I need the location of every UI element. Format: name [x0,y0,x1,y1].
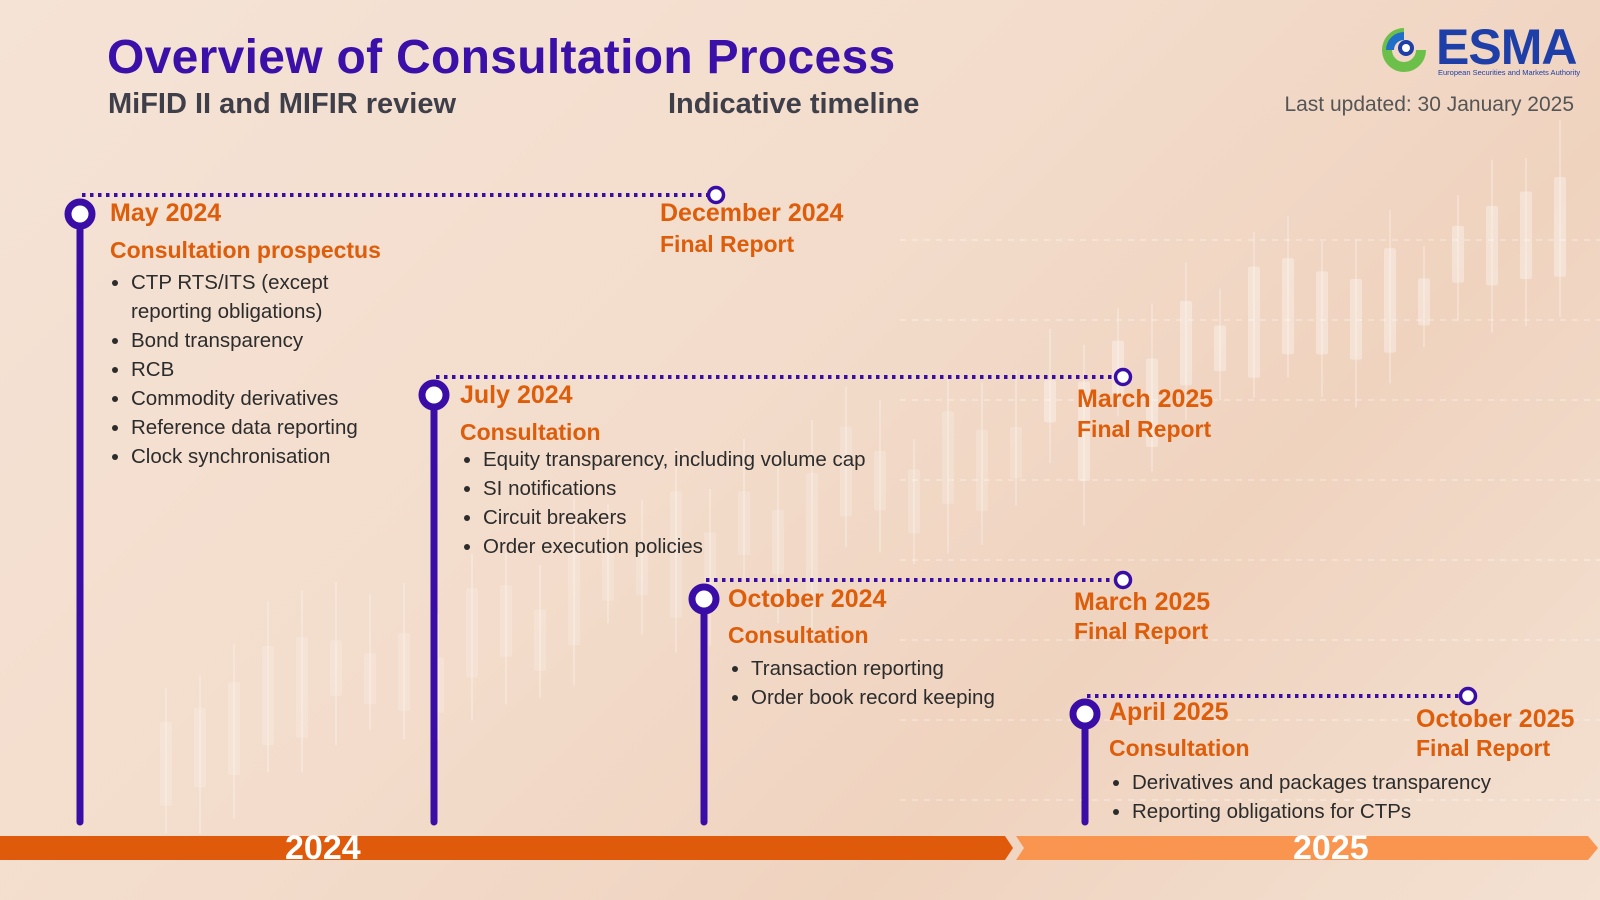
background-candle [364,653,376,705]
background-candle [1418,278,1430,326]
background-candle [466,588,478,678]
background-candle [262,646,274,746]
background-candle [1282,258,1294,355]
logo-wordmark: ESMA [1436,19,1577,75]
consultation-type: Consultation [460,419,601,445]
final-report-label: Final Report [1077,416,1212,442]
logo-tagline: European Securities and Markets Authorit… [1438,68,1581,77]
timeline-subtitle: Indicative timeline [668,88,920,120]
background-candle [908,469,920,534]
background-candle [806,472,818,597]
list-item: Commodity derivatives [110,384,400,413]
end-node-october-2025 [1458,686,1478,706]
consultation-date: October 2024 [728,585,887,613]
background-candle [1554,177,1566,277]
year-label-2025: 2025 [1293,829,1369,867]
consultation-date: April 2025 [1109,698,1229,726]
last-updated: Last updated: 30 January 2025 [1284,93,1574,116]
list-item: SI notifications [462,474,962,503]
list-item: Equity transparency, including volume ca… [462,445,962,474]
background-candle [670,491,682,618]
final-report-date: March 2025 [1077,385,1214,413]
start-node-july-2024 [418,379,450,411]
background-candle [1316,271,1328,355]
start-node-october-2024 [688,583,720,615]
esma-logo-icon [1382,28,1426,72]
background-candle [874,450,886,511]
background-candle [1146,358,1158,448]
start-node-april-2025 [1069,698,1101,730]
final-report-date: March 2025 [1074,588,1211,616]
background-candle [1486,205,1498,286]
background-candle [500,585,512,657]
background-candle [1010,426,1022,479]
consultation-items: CTP RTS/ITS (except reporting obligation… [110,268,400,471]
background-candle [1180,300,1192,386]
list-item: Circuit breakers [462,503,962,532]
list-item: Order execution policies [462,532,962,561]
list-item: Bond transparency [110,326,400,355]
background-candle [1350,279,1362,360]
background-candle [534,609,546,671]
background-candle [772,509,784,575]
background-candle [194,707,206,788]
list-item: Reference data reporting [110,413,400,442]
list-item: Clock synchronisation [110,442,400,471]
background-candle [228,682,240,776]
background-candle [1384,248,1396,353]
consultation-date: July 2024 [460,381,573,409]
list-item: Transaction reporting [730,654,1060,683]
list-item: Reporting obligations for CTPs [1111,797,1571,826]
end-node-december-2024 [706,185,726,205]
end-node-march-2025-b [1113,570,1133,590]
background-candle [160,721,172,806]
consultation-items: Transaction reporting Order book record … [730,654,1060,712]
list-item: RCB [110,355,400,384]
list-item: CTP RTS/ITS (except reporting obligation… [110,268,400,326]
consultation-items: Derivatives and packages transparency Re… [1111,768,1571,826]
year-label-2024: 2024 [285,829,361,867]
background-candle [568,550,580,646]
final-report-label: Final Report [1074,618,1209,644]
background-candle [636,550,648,595]
background-candle [330,640,342,696]
page-title: Overview of Consultation Process [107,31,896,84]
list-item: Order book record keeping [730,683,1060,712]
background-candle [1248,266,1260,378]
background-candle [738,491,750,556]
background-candle [296,637,308,738]
background-candle [1452,225,1464,283]
background-candle [1520,191,1532,280]
review-subtitle: MiFID II and MIFIR review [108,88,457,120]
final-report-label: Final Report [660,231,795,257]
background-candle [1044,380,1056,423]
background-candle [1078,381,1090,481]
background-candle [398,633,410,711]
year-bar-2024 [0,836,1013,860]
background-candle [602,548,614,601]
final-report-date: October 2025 [1416,705,1575,733]
consultation-date: May 2024 [110,199,222,227]
start-node-may-2024 [64,198,96,230]
consultation-items: Equity transparency, including volume ca… [462,445,962,561]
consultation-type: Consultation prospectus [110,237,381,263]
background-candle [840,426,852,517]
final-report-label: Final Report [1416,735,1551,761]
background-candle [942,411,954,504]
list-item: Derivatives and packages transparency [1111,768,1571,797]
background-candle [976,429,988,511]
final-report-date: December 2024 [660,199,844,227]
consultation-type: Consultation [1109,735,1250,761]
end-node-march-2025-a [1113,367,1133,387]
background-candle [1214,325,1226,372]
consultation-type: Consultation [728,622,869,648]
year-bar-2025 [1016,836,1598,860]
